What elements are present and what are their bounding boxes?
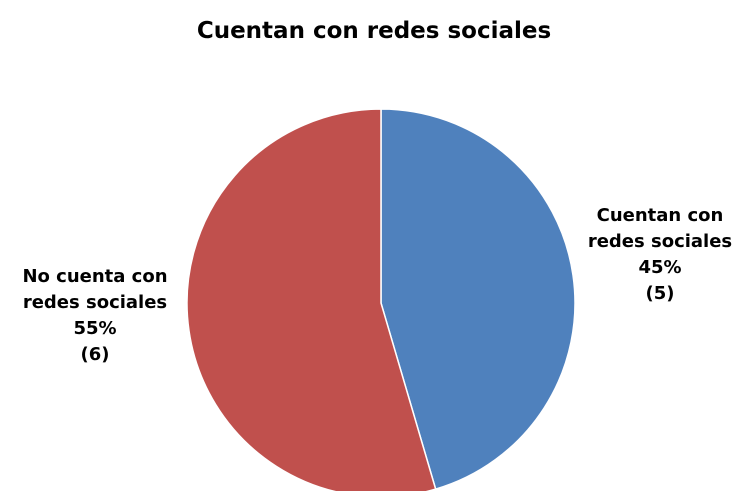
chart-title: Cuentan con redes sociales: [196, 18, 552, 44]
slice-label-no-cuenta-line1: No cuenta con: [22, 266, 168, 287]
slice-label-cuentan-count: (5): [645, 283, 675, 304]
slice-label-cuentan-line2: redes sociales: [587, 231, 733, 252]
slice-label-cuentan: Cuentan con redes sociales 45% (5): [565, 203, 748, 307]
slice-label-no-cuenta-percent: 55%: [73, 318, 117, 339]
slice-label-no-cuenta: No cuenta con redes sociales 55% (6): [0, 264, 190, 368]
slice-label-no-cuenta-count: (6): [80, 344, 110, 365]
slice-label-cuentan-line1: Cuentan con: [596, 205, 724, 226]
pie-slice-cuentan: [380, 108, 576, 491]
pie-slice-no-cuenta: [186, 108, 437, 491]
slice-label-no-cuenta-line2: redes sociales: [22, 292, 168, 313]
slice-label-cuentan-percent: 45%: [638, 257, 682, 278]
pie-slices: [186, 108, 576, 491]
